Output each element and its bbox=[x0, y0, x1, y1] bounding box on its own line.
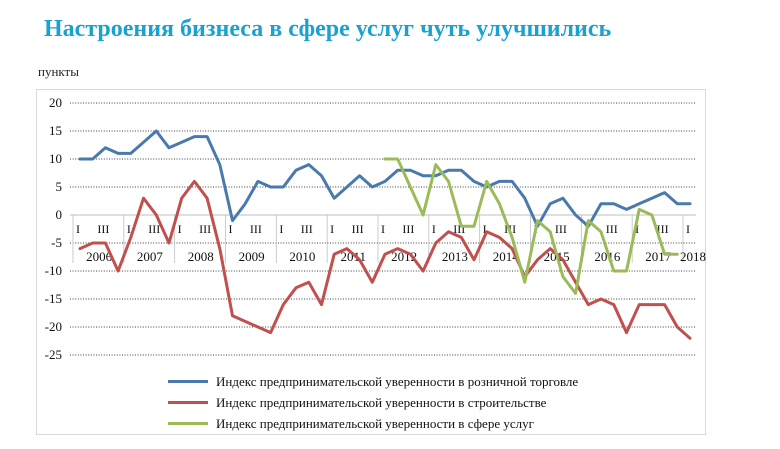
quarter-tick-label: III bbox=[250, 222, 262, 236]
year-label-2008: 2008 bbox=[188, 249, 214, 264]
year-label-2013: 2013 bbox=[442, 249, 468, 264]
y-tick-label: 0 bbox=[56, 207, 63, 222]
legend-swatch-construction bbox=[168, 401, 208, 404]
quarter-tick-label: III bbox=[148, 222, 160, 236]
quarter-tick-label: I bbox=[330, 222, 334, 236]
quarter-tick-label: I bbox=[76, 222, 80, 236]
quarter-tick-label: III bbox=[199, 222, 211, 236]
quarter-tick-label: III bbox=[402, 222, 414, 236]
year-label-2018: 2018 bbox=[680, 249, 706, 264]
y-tick-label: 10 bbox=[49, 151, 62, 166]
series-line-retail bbox=[78, 129, 692, 228]
quarter-tick-label: III bbox=[657, 222, 669, 236]
y-axis-unit-label: пункты bbox=[38, 64, 79, 79]
legend-label-retail: Индекс предпринимательской уверенности в… bbox=[216, 373, 579, 389]
quarter-tick-label: III bbox=[606, 222, 618, 236]
quarter-tick-label: I bbox=[279, 222, 283, 236]
legend-item-services: Индекс предпринимательской уверенности в… bbox=[168, 413, 578, 434]
series-line-services bbox=[383, 157, 679, 295]
y-tick-label: -10 bbox=[45, 263, 62, 278]
quarter-tick-label: I bbox=[178, 222, 182, 236]
chart-title: Настроения бизнеса в сфере услуг чуть ул… bbox=[44, 16, 612, 42]
legend: Индекс предпринимательской уверенности в… bbox=[168, 371, 578, 434]
year-label-2010: 2010 bbox=[289, 249, 315, 264]
quarter-tick-label: III bbox=[301, 222, 313, 236]
y-tick-label: -5 bbox=[51, 235, 62, 250]
quarter-tick-label: I bbox=[381, 222, 385, 236]
y-tick-label: -20 bbox=[45, 319, 62, 334]
y-tick-label: 5 bbox=[56, 179, 63, 194]
quarter-tick-label: I bbox=[635, 222, 639, 236]
quarter-tick-label: I bbox=[229, 222, 233, 236]
y-tick-label: 20 bbox=[49, 95, 62, 110]
quarter-tick-label: I bbox=[127, 222, 131, 236]
year-label-2017: 2017 bbox=[645, 249, 672, 264]
legend-item-retail: Индекс предпринимательской уверенности в… bbox=[168, 371, 578, 392]
chart-frame bbox=[36, 89, 706, 435]
year-label-2009: 2009 bbox=[239, 249, 265, 264]
year-label-2007: 2007 bbox=[137, 249, 164, 264]
y-tick-label: -15 bbox=[45, 291, 62, 306]
quarter-tick-label: III bbox=[555, 222, 567, 236]
legend-label-services: Индекс предпринимательской уверенности в… bbox=[216, 415, 534, 431]
quarter-tick-label: I bbox=[686, 222, 690, 236]
quarter-tick-label: III bbox=[352, 222, 364, 236]
y-tick-label: -25 bbox=[45, 347, 62, 362]
quarter-tick-label: I bbox=[483, 222, 487, 236]
legend-swatch-retail bbox=[168, 380, 208, 383]
y-tick-label: 15 bbox=[49, 123, 62, 138]
legend-swatch-services bbox=[168, 422, 208, 425]
legend-label-construction: Индекс предпринимательской уверенности в… bbox=[216, 394, 547, 410]
legend-item-construction: Индекс предпринимательской уверенности в… bbox=[168, 392, 578, 413]
series-line-construction bbox=[78, 179, 692, 340]
quarter-tick-label: III bbox=[97, 222, 109, 236]
quarter-tick-label: I bbox=[432, 222, 436, 236]
year-label-2006: 2006 bbox=[86, 249, 113, 264]
